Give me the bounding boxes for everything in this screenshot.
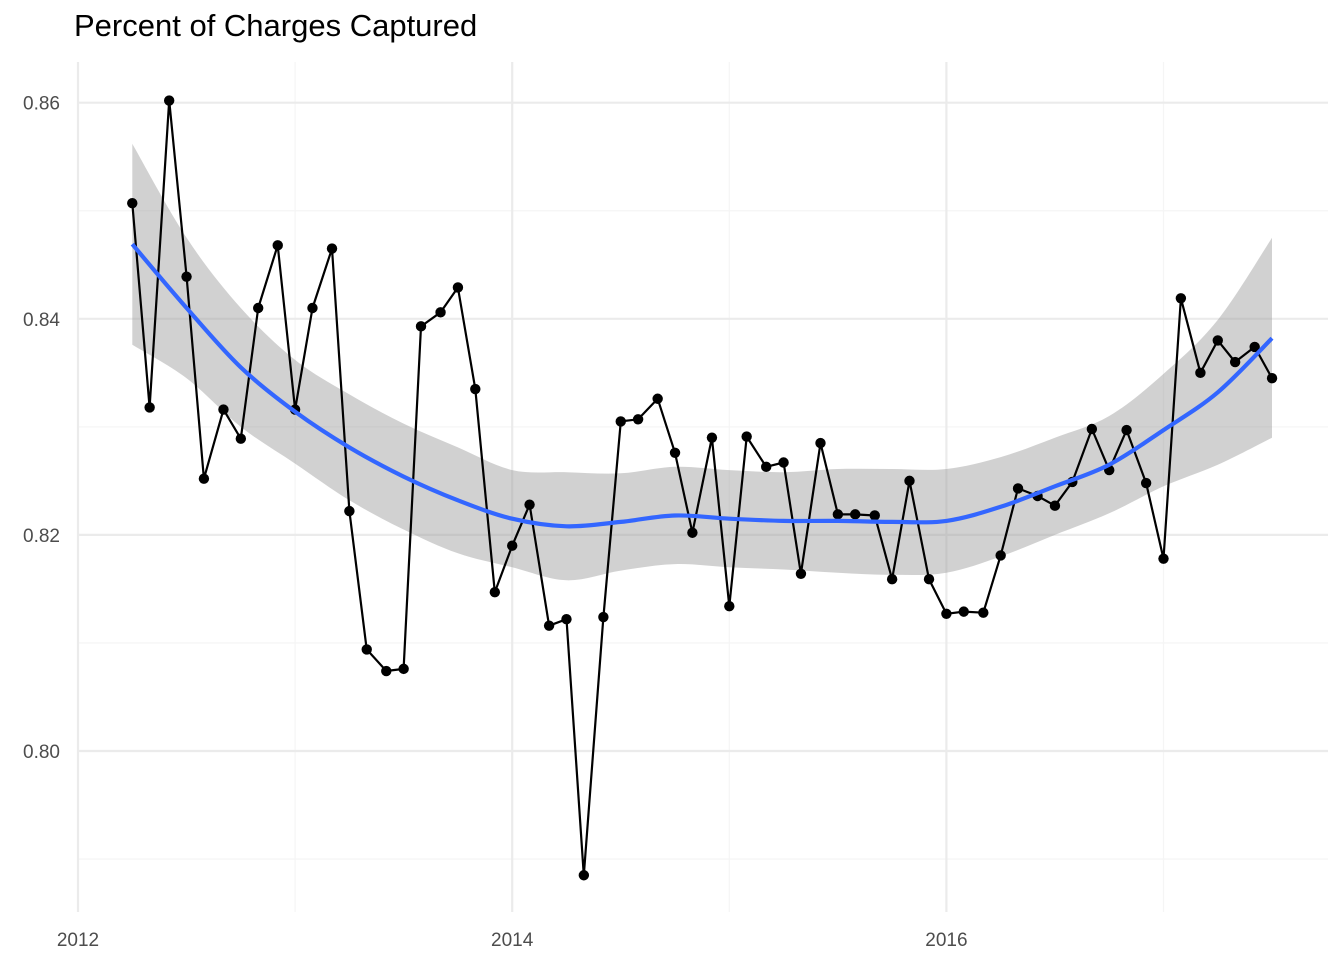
data-point <box>218 404 229 415</box>
data-point <box>1212 335 1223 346</box>
data-point <box>415 321 427 332</box>
data-point <box>632 414 644 425</box>
data-point <box>741 431 752 442</box>
data-point <box>252 302 264 314</box>
data-point <box>344 505 355 517</box>
data-point <box>561 613 572 625</box>
data-point <box>235 433 247 444</box>
data-point <box>1195 367 1206 379</box>
data-point <box>687 527 698 538</box>
chart-title: Percent of Charges Captured <box>74 8 478 43</box>
data-point <box>724 601 735 612</box>
data-point <box>795 568 807 579</box>
data-point <box>326 243 338 254</box>
data-point <box>144 402 155 413</box>
data-point <box>1140 477 1152 489</box>
data-point <box>778 457 789 468</box>
data-point <box>524 499 535 510</box>
observed-line <box>131 99 1273 877</box>
data-point <box>381 665 392 677</box>
data-point <box>1266 373 1278 384</box>
data-point <box>578 870 590 881</box>
data-point <box>1175 293 1187 304</box>
y-tick-label: 0.86 <box>23 94 60 115</box>
data-point <box>507 540 518 551</box>
data-point <box>470 383 481 395</box>
confidence-band <box>132 143 1272 581</box>
data-point <box>706 432 718 443</box>
observed-series <box>127 95 1278 881</box>
data-point <box>761 461 772 473</box>
y-tick-label: 0.82 <box>23 526 60 547</box>
data-point <box>652 393 663 404</box>
data-point <box>1229 356 1241 368</box>
data-point <box>398 663 409 675</box>
x-tick-label: 2014 <box>491 930 534 951</box>
data-point <box>941 608 952 619</box>
data-point <box>598 611 609 623</box>
data-point <box>198 473 210 484</box>
data-point <box>361 644 372 655</box>
data-point <box>163 95 175 106</box>
data-point <box>543 620 555 631</box>
x-tick-label: 2016 <box>925 930 967 951</box>
confidence-band-layer <box>132 143 1272 581</box>
data-point <box>832 509 844 520</box>
smooth-series <box>130 242 1274 529</box>
data-point <box>615 416 626 427</box>
y-tick-label: 0.84 <box>23 310 60 331</box>
data-point <box>1249 341 1260 353</box>
y-tick-label: 0.80 <box>23 742 60 763</box>
data-point <box>489 586 501 598</box>
smooth-trend-line <box>130 242 1274 529</box>
data-point <box>669 447 681 458</box>
data-point <box>923 574 935 585</box>
x-tick-label: 2012 <box>57 930 99 951</box>
data-point <box>1086 423 1098 435</box>
data-point <box>1158 553 1169 564</box>
data-point <box>127 197 138 209</box>
data-point <box>435 307 446 318</box>
data-point <box>958 606 969 617</box>
data-point <box>995 550 1006 561</box>
data-point <box>850 509 861 520</box>
data-point <box>978 607 989 618</box>
data-point <box>307 302 318 314</box>
data-point <box>815 437 826 449</box>
data-point <box>1049 500 1061 511</box>
axis-labels: 2012 2014 2016 0.80 0.82 0.84 0.86 <box>23 94 968 951</box>
data-point <box>904 475 915 487</box>
data-point <box>1121 424 1132 436</box>
data-point <box>869 510 880 521</box>
grid <box>76 62 1328 912</box>
data-point <box>886 574 898 585</box>
data-point <box>272 240 283 251</box>
data-point <box>1012 483 1024 494</box>
data-point <box>452 282 464 293</box>
data-point <box>181 271 192 282</box>
